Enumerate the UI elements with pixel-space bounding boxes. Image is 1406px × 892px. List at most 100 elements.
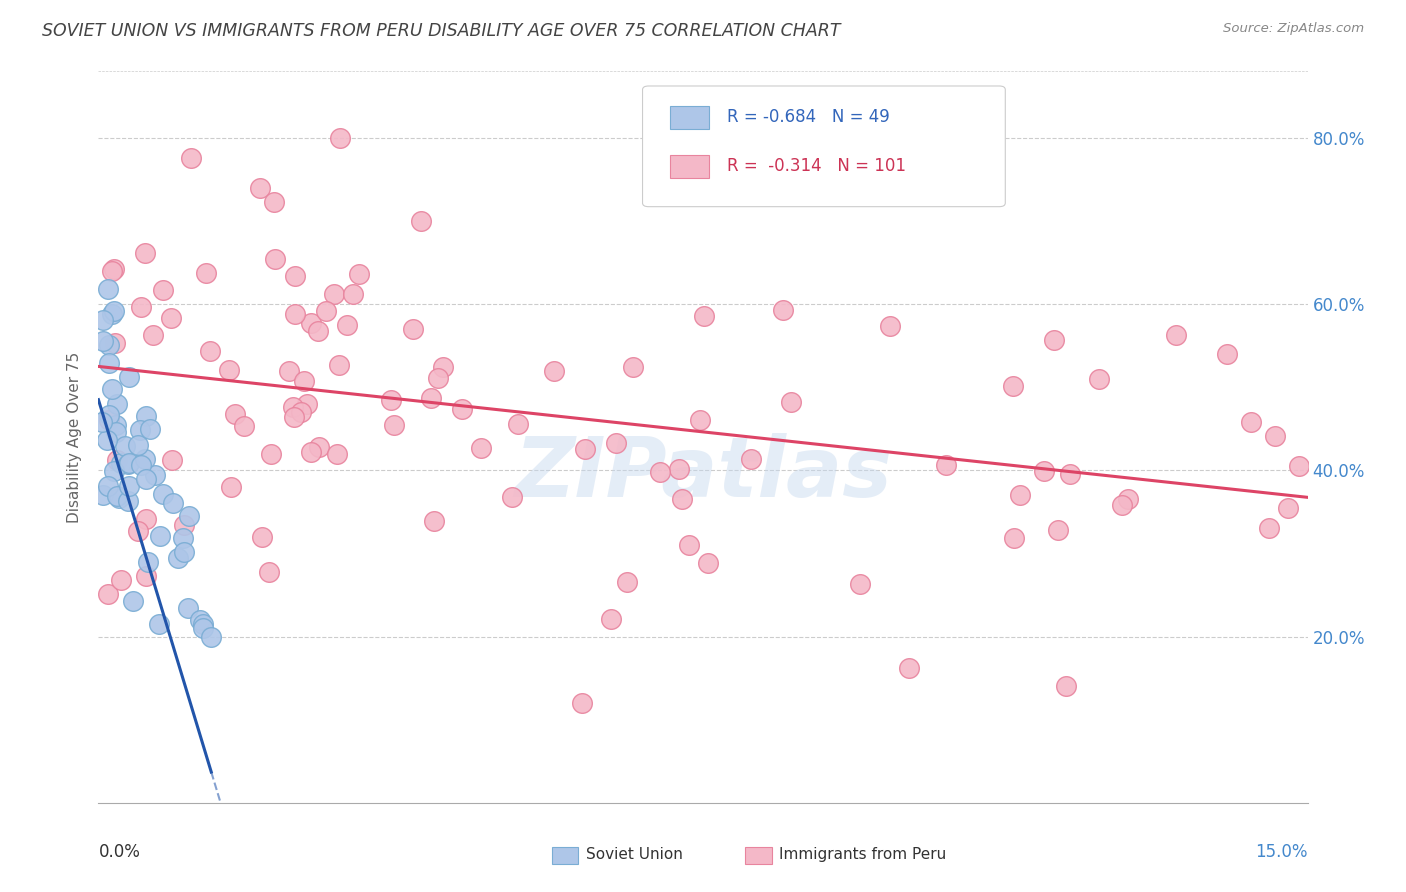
Point (650, 465, 672, 479)
Point (260, 447, 283, 461)
Text: SOVIET UNION VS IMMIGRANTS FROM PERU DISABILITY AGE OVER 75 CORRELATION CHART: SOVIET UNION VS IMMIGRANTS FROM PERU DIS… (42, 22, 841, 40)
Point (103, 262, 125, 277)
Point (1001, 379, 1024, 393)
Point (193, 621, 215, 635)
Point (409, 214, 432, 228)
Point (114, 439, 136, 453)
Point (200, 630, 222, 644)
Point (740, 452, 762, 467)
Point (879, 318, 901, 333)
Point (281, 400, 304, 414)
Point (1116, 491, 1139, 506)
Point (91, 313, 114, 327)
Point (91, 488, 114, 502)
Point (103, 304, 125, 318)
Point (605, 436, 627, 450)
Point (693, 309, 716, 323)
Point (127, 524, 149, 538)
Point (470, 442, 492, 456)
Point (1032, 464, 1054, 478)
Point (571, 696, 593, 710)
Point (117, 494, 139, 508)
Text: Source: ZipAtlas.com: Source: ZipAtlas.com (1223, 22, 1364, 36)
Point (1111, 498, 1133, 512)
Point (427, 371, 450, 385)
Point (450, 402, 472, 417)
Point (621, 360, 644, 375)
Point (329, 131, 352, 145)
Point (105, 397, 128, 411)
Point (1257, 521, 1279, 535)
Point (101, 263, 124, 277)
Point (177, 600, 200, 615)
Point (135, 472, 157, 486)
Point (98, 338, 121, 352)
Text: R = -0.684   N = 49: R = -0.684 N = 49 (727, 109, 890, 127)
Point (420, 391, 443, 405)
Point (935, 458, 957, 472)
Point (110, 573, 132, 587)
Point (671, 491, 693, 506)
Point (1042, 333, 1064, 347)
Point (349, 267, 371, 281)
Point (284, 307, 307, 321)
Point (283, 410, 305, 425)
Point (328, 359, 350, 373)
Point (543, 364, 565, 378)
Bar (551, 847, 578, 863)
Point (172, 531, 194, 545)
Point (117, 457, 139, 471)
Point (1054, 680, 1077, 694)
Point (772, 303, 794, 318)
Point (97, 408, 120, 422)
Point (1277, 500, 1299, 515)
Point (668, 462, 690, 476)
Point (263, 195, 285, 210)
Point (689, 412, 711, 426)
Bar (671, 154, 709, 178)
Point (134, 452, 156, 467)
Point (135, 512, 157, 526)
Point (105, 453, 128, 467)
Point (299, 316, 322, 330)
Point (508, 417, 530, 431)
Point (299, 444, 322, 458)
Point (152, 486, 174, 500)
Point (104, 425, 127, 440)
Point (97, 586, 120, 600)
Point (323, 286, 346, 301)
Point (402, 321, 425, 335)
Point (127, 438, 149, 452)
Point (1264, 429, 1286, 443)
Point (139, 421, 162, 435)
Point (129, 423, 152, 437)
Point (149, 529, 172, 543)
Text: Immigrants from Peru: Immigrants from Peru (779, 847, 946, 863)
Point (599, 612, 621, 626)
Point (432, 359, 454, 374)
Bar (671, 106, 709, 129)
Point (159, 311, 181, 326)
Point (121, 594, 143, 608)
Point (107, 491, 129, 505)
Point (91, 334, 114, 349)
Point (136, 555, 159, 569)
Point (1164, 328, 1187, 343)
Y-axis label: Disability Age Over 75: Disability Age Over 75 (67, 351, 83, 523)
Point (104, 335, 127, 350)
Point (250, 530, 273, 544)
Point (1288, 458, 1310, 473)
Point (326, 447, 349, 461)
Text: 0.0%: 0.0% (98, 843, 141, 861)
Point (423, 514, 446, 528)
Point (118, 479, 141, 493)
Point (1008, 488, 1031, 502)
Point (97, 282, 120, 296)
Point (173, 545, 195, 559)
Point (898, 661, 921, 675)
Point (1240, 415, 1263, 429)
Point (134, 246, 156, 260)
Point (97, 413, 120, 427)
Point (292, 374, 315, 388)
Text: R =  -0.314   N = 101: R = -0.314 N = 101 (727, 158, 907, 176)
